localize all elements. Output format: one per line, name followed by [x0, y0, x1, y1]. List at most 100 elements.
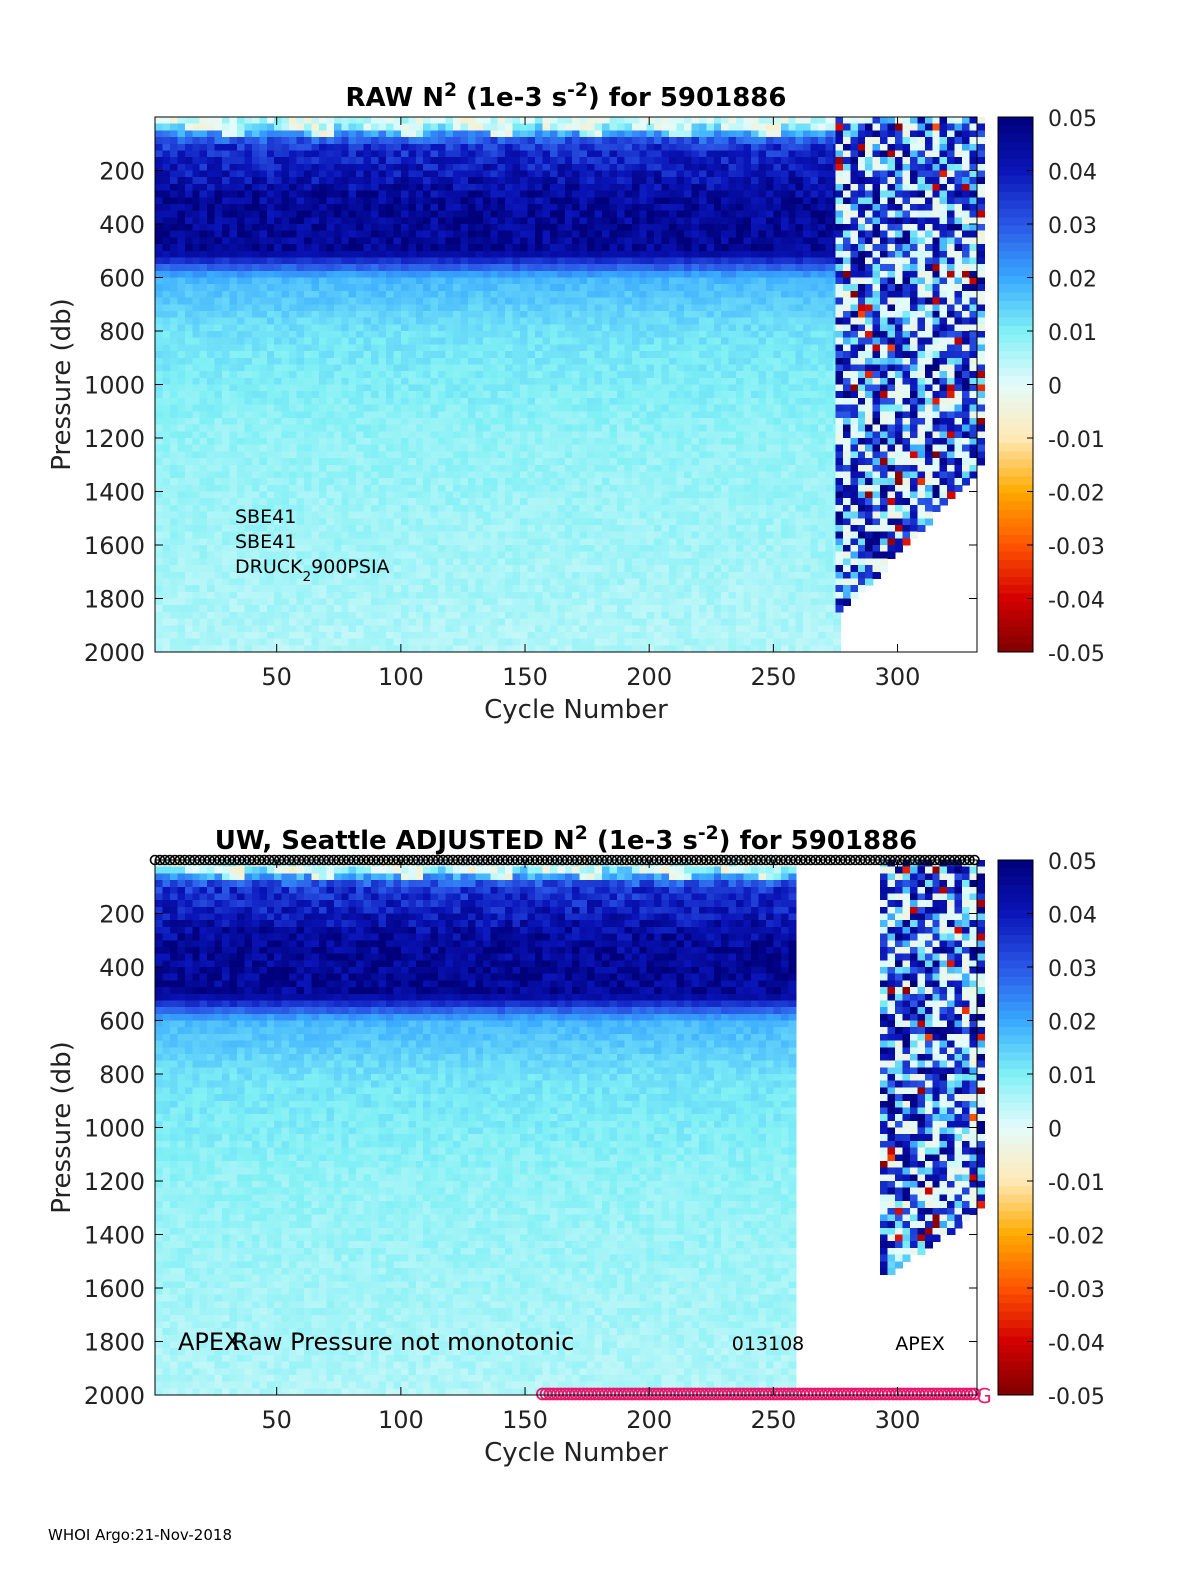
x-tick-label: 50	[261, 663, 292, 691]
annotation-float-type: APEX	[178, 1328, 241, 1356]
colorbar-swatch	[998, 259, 1033, 269]
colorbar-swatch	[998, 1236, 1033, 1246]
colorbar-swatch	[998, 1160, 1033, 1170]
colorbar-swatch	[998, 1135, 1033, 1145]
y-tick-label: 200	[99, 901, 145, 929]
x-tick-label: 50	[261, 1406, 292, 1434]
x-tick-label: 150	[502, 1406, 548, 1434]
footer-stamp: WHOI Argo:21-Nov-2018	[48, 1526, 232, 1544]
colorbar-swatch	[998, 1018, 1033, 1028]
colorbar-swatch	[998, 225, 1033, 235]
colorbar-tick-label: -0.05	[1048, 1385, 1105, 1410]
colorbar-swatch	[998, 1085, 1033, 1095]
colorbar-swatch	[998, 434, 1033, 444]
y-tick-label: 2000	[84, 639, 145, 667]
chart-title: RAW N2 (1e-3 s-2) for 5901886	[346, 80, 787, 114]
colorbar-swatch	[998, 468, 1033, 478]
colorbar-swatch	[998, 1361, 1033, 1371]
colorbar-tick-label: -0.01	[1048, 1171, 1105, 1196]
x-tick-label: 250	[750, 1406, 796, 1434]
colorbar-swatch	[998, 1043, 1033, 1053]
colorbar-swatch	[998, 1052, 1033, 1062]
y-tick-label: 800	[99, 318, 145, 346]
colorbar-swatch	[998, 1269, 1033, 1279]
colorbar-swatch	[998, 1035, 1033, 1045]
y-tick-label: 1200	[84, 425, 145, 453]
colorbar-swatch	[998, 543, 1033, 553]
colorbar-swatch	[998, 392, 1033, 402]
colorbar-swatch	[998, 1227, 1033, 1237]
colorbar-tick-label: -0.03	[1048, 1278, 1105, 1303]
bottom-marker	[968, 1387, 981, 1401]
colorbar-tick-label: -0.02	[1048, 482, 1105, 507]
x-tick-label: 150	[502, 663, 548, 691]
colorbar-swatch	[998, 1319, 1033, 1329]
colorbar-swatch	[998, 250, 1033, 260]
y-tick-label: 1600	[84, 1275, 145, 1303]
colorbar-swatch	[998, 267, 1033, 277]
y-tick-label: 400	[99, 211, 145, 239]
colorbar-tick-label: 0.02	[1048, 268, 1097, 293]
colorbar-swatch	[998, 985, 1033, 995]
annotation-code: 013108	[732, 1333, 805, 1355]
colorbar-swatch	[998, 217, 1033, 227]
colorbar-tick-label: -0.02	[1048, 1225, 1105, 1250]
bottom-markers	[536, 1387, 981, 1401]
colorbar-swatch	[998, 509, 1033, 519]
colorbar-swatch	[998, 576, 1033, 586]
colorbar-swatch	[998, 1353, 1033, 1363]
bottom-marker	[964, 1387, 978, 1401]
colorbar-swatch	[998, 526, 1033, 536]
annotation-pressure-sensor: DRUCK2900PSIA	[235, 556, 390, 585]
colorbar-tick-label: 0.03	[1048, 214, 1097, 239]
colorbar-swatch	[998, 459, 1033, 469]
colorbar-swatch	[998, 1344, 1033, 1354]
annotation-flag: G	[976, 1384, 992, 1408]
colorbar-swatch	[998, 142, 1033, 152]
colorbar-swatch	[998, 443, 1033, 452]
colorbar-swatch	[998, 977, 1033, 986]
colorbar-swatch	[998, 234, 1033, 243]
colorbar-swatch	[998, 1303, 1033, 1312]
colorbar-tick-label: -0.03	[1048, 535, 1105, 560]
colorbar-swatch	[998, 359, 1033, 369]
colorbar-swatch	[998, 935, 1033, 945]
x-tick-label: 100	[378, 1406, 424, 1434]
colorbar-swatch	[998, 910, 1033, 920]
colorbar-swatch	[998, 1177, 1033, 1187]
y-tick-label: 600	[99, 1008, 145, 1036]
colorbar-swatch	[998, 1077, 1033, 1087]
colorbar-swatch	[998, 518, 1033, 528]
colorbar-swatch	[998, 300, 1033, 310]
colorbar-swatch	[998, 309, 1033, 319]
colorbar-swatch	[998, 409, 1033, 419]
colorbar-swatch	[998, 384, 1033, 394]
colorbar-tick-label: 0.04	[1048, 904, 1097, 929]
colorbar-swatch	[998, 901, 1033, 911]
x-tick-label: 200	[626, 663, 672, 691]
colorbar-swatch	[998, 1119, 1033, 1129]
colorbar-swatch	[998, 551, 1033, 561]
colorbar-swatch	[998, 918, 1033, 928]
y-tick-label: 2000	[84, 1382, 145, 1410]
colorbar-swatch	[998, 209, 1033, 218]
colorbar-swatch	[998, 1202, 1033, 1212]
colorbar-swatch	[998, 643, 1033, 653]
colorbar-swatch	[998, 626, 1033, 636]
colorbar-swatch	[998, 1369, 1033, 1379]
colorbar-swatch	[998, 1069, 1033, 1078]
colorbar-swatch	[998, 893, 1033, 903]
colorbar-swatch	[998, 876, 1033, 886]
y-tick-label: 1000	[84, 1115, 145, 1143]
colorbar-tick-label: -0.04	[1048, 1332, 1105, 1357]
colorbar-swatch	[998, 183, 1033, 193]
colorbar-swatch	[998, 568, 1033, 578]
colorbar-swatch	[998, 334, 1033, 344]
colorbar-swatch	[998, 1219, 1033, 1229]
colorbar-swatch	[998, 501, 1033, 511]
y-axis-label: Pressure (db)	[47, 1041, 77, 1214]
colorbar-tick-label: 0	[1048, 1118, 1062, 1143]
colorbar-swatch	[998, 560, 1033, 569]
colorbar-swatch	[998, 960, 1033, 970]
